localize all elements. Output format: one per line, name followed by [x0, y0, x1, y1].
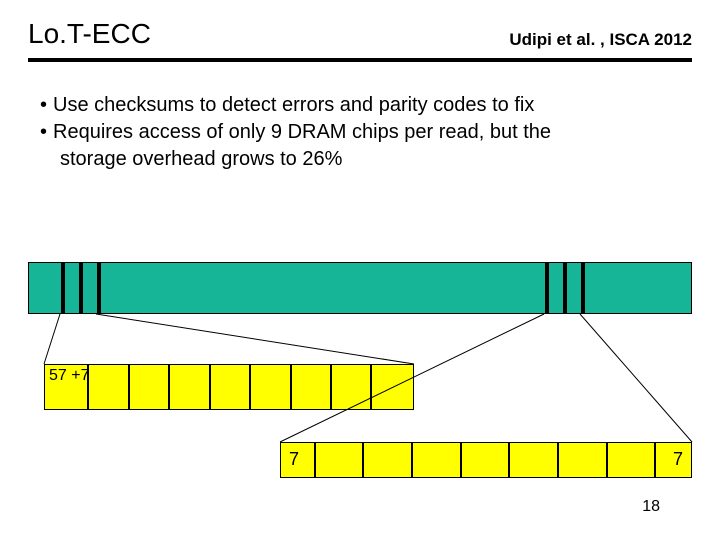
chip-divider	[563, 263, 567, 313]
checksum-cell	[608, 443, 657, 477]
chip-divider	[545, 263, 549, 313]
cache-line-cell	[251, 365, 291, 409]
page-number: 18	[642, 498, 660, 516]
bullet-2-cont: storage overhead grows to 26%	[60, 146, 680, 173]
cache-line-cell	[372, 365, 412, 409]
cache-line-cell	[89, 365, 129, 409]
cache-line-bar: 57 +7	[44, 364, 414, 410]
checksum-cell	[413, 443, 462, 477]
chip-divider	[581, 263, 585, 313]
chip-divider	[79, 263, 83, 313]
checksum-left-label: 7	[289, 449, 299, 470]
checksum-bar: 7 7	[280, 442, 692, 478]
chip-divider	[97, 263, 101, 313]
citation: Udipi et al. , ISCA 2012	[509, 30, 692, 50]
bullet-2: Requires access of only 9 DRAM chips per…	[53, 119, 551, 146]
checksum-cell	[559, 443, 608, 477]
checksum-cell	[510, 443, 559, 477]
dram-rank-bar	[28, 262, 692, 314]
chip-divider	[61, 263, 65, 313]
cache-line-label: 57 +7	[49, 367, 89, 385]
cache-line-cell	[130, 365, 170, 409]
cache-line-cell	[211, 365, 251, 409]
cache-line-cell	[332, 365, 372, 409]
checksum-cell	[364, 443, 413, 477]
slide-title: Lo.T-ECC	[28, 18, 151, 50]
bullet-1: Use checksums to detect errors and parit…	[53, 92, 534, 119]
checksum-right-label: 7	[673, 449, 683, 470]
checksum-cell	[462, 443, 511, 477]
cache-line-cell	[292, 365, 332, 409]
checksum-cell	[316, 443, 365, 477]
cache-line-cell	[170, 365, 210, 409]
bullet-list: •Use checksums to detect errors and pari…	[0, 62, 720, 173]
